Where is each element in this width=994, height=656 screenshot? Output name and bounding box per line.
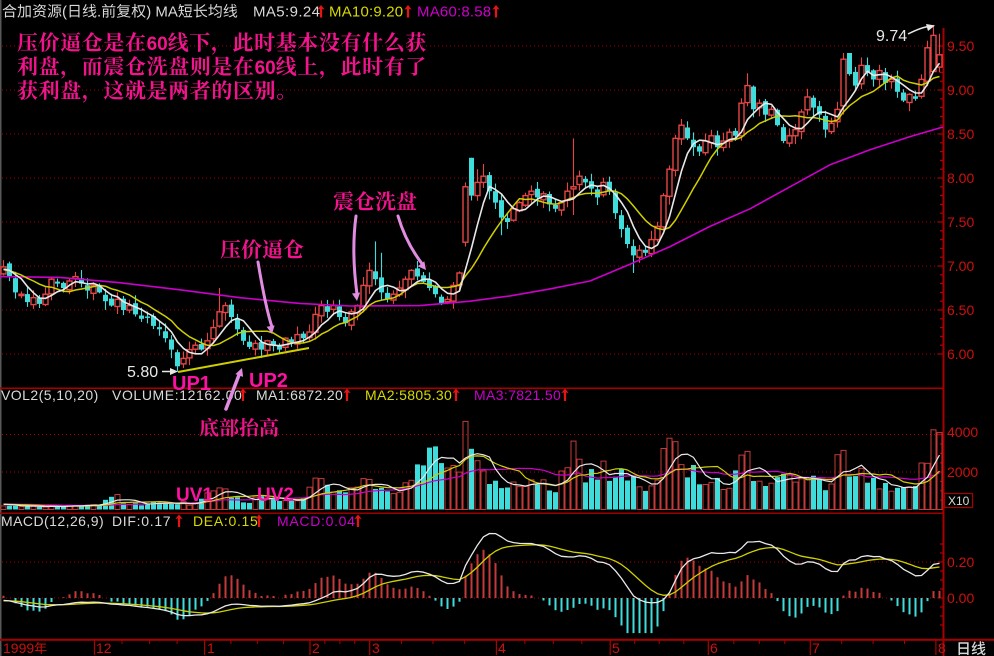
- svg-text:DEA:0.15: DEA:0.15: [193, 513, 259, 529]
- svg-text:2: 2: [312, 640, 320, 656]
- svg-text:3: 3: [372, 640, 380, 656]
- svg-text:60: 60: [147, 34, 168, 55]
- svg-text:MA3:7821.50: MA3:7821.50: [474, 387, 561, 403]
- svg-text:(: (: [62, 4, 67, 21]
- svg-text:12: 12: [96, 640, 112, 656]
- svg-text:MACD(12,26,9): MACD(12,26,9): [1, 513, 104, 529]
- svg-text:MACD:0.04: MACD:0.04: [277, 513, 356, 529]
- svg-text:2000: 2000: [947, 464, 978, 480]
- svg-text:4000: 4000: [947, 424, 978, 440]
- svg-text:8: 8: [938, 640, 946, 656]
- svg-text:UP1: UP1: [172, 373, 211, 395]
- svg-text:4: 4: [498, 640, 506, 656]
- svg-text:VOLUME:12162.00: VOLUME:12162.00: [112, 387, 242, 403]
- svg-text:MA60:8.58: MA60:8.58: [417, 4, 491, 21]
- svg-text:MA2:5805.30: MA2:5805.30: [365, 387, 452, 403]
- svg-text:MA5:9.24: MA5:9.24: [253, 4, 320, 21]
- svg-text:8.50: 8.50: [947, 126, 974, 142]
- svg-text:6: 6: [710, 640, 718, 656]
- svg-text:8.00: 8.00: [947, 170, 974, 186]
- svg-text:0.00: 0.00: [947, 590, 974, 606]
- svg-text:1999: 1999: [3, 640, 34, 656]
- svg-text:UV1: UV1: [176, 485, 213, 506]
- svg-text:9.00: 9.00: [947, 82, 974, 98]
- svg-text:) MA: ) MA: [146, 4, 178, 21]
- svg-text:MA10:9.20: MA10:9.20: [329, 4, 403, 21]
- svg-text:5: 5: [612, 640, 620, 656]
- svg-text:MA1:6872.20: MA1:6872.20: [256, 387, 343, 403]
- svg-text:7.00: 7.00: [947, 258, 974, 274]
- svg-text:6.00: 6.00: [947, 346, 974, 362]
- svg-text:.: .: [97, 4, 101, 21]
- svg-text:6.50: 6.50: [947, 302, 974, 318]
- svg-text:9.50: 9.50: [947, 38, 974, 54]
- svg-text:7: 7: [812, 640, 820, 656]
- svg-text:0.20: 0.20: [947, 554, 974, 570]
- svg-text:5.80: 5.80: [127, 364, 158, 381]
- svg-text:VOL2(5,10,20): VOL2(5,10,20): [1, 387, 99, 403]
- svg-text:1: 1: [207, 640, 215, 656]
- svg-text:UV2: UV2: [257, 485, 294, 506]
- svg-text:7.50: 7.50: [947, 214, 974, 230]
- svg-text:X10: X10: [948, 494, 970, 508]
- svg-text:UP2: UP2: [249, 370, 288, 392]
- svg-text:9.74: 9.74: [876, 28, 907, 45]
- svg-text:DIF:0.17: DIF:0.17: [112, 513, 171, 529]
- svg-text:60: 60: [255, 58, 276, 79]
